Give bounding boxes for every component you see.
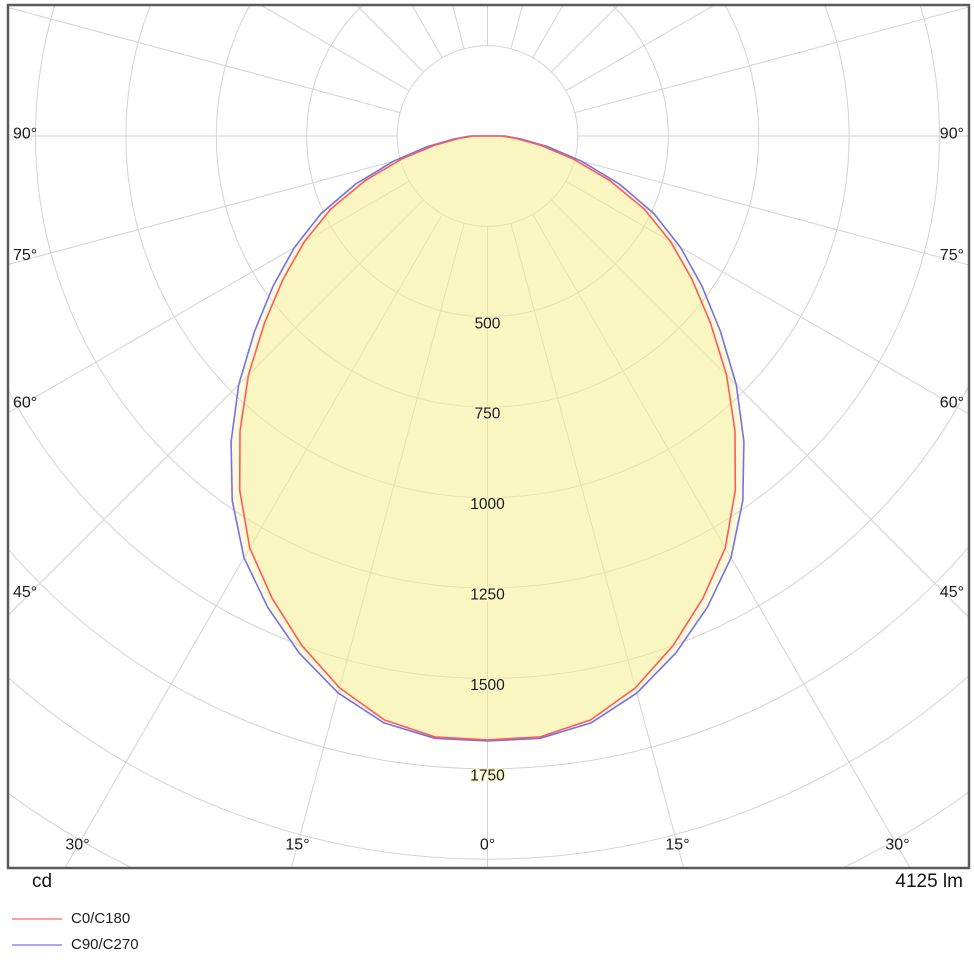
ring-value-label: 1750 bbox=[470, 767, 505, 784]
ring-value-label: 1000 bbox=[470, 496, 505, 513]
angle-label-bottom: 30° bbox=[885, 837, 909, 854]
angle-labels: 90° 90° 75° 75° 60° 60° 45° 45° 30° 15° 0° 15° 30° bbox=[13, 126, 964, 854]
angle-label-bottom: 15° bbox=[665, 837, 689, 854]
angle-label-75: 75° bbox=[13, 247, 37, 264]
angle-label-90: 90° bbox=[940, 126, 964, 143]
angle-label-bottom: 0° bbox=[480, 837, 495, 854]
angle-label-60: 60° bbox=[13, 395, 37, 412]
angle-label-bottom: 15° bbox=[285, 837, 309, 854]
legend-label-c0: C0/C180 bbox=[71, 910, 131, 927]
c0-c180-line-swatch bbox=[12, 917, 62, 920]
curve-c90-c270 bbox=[230, 135, 745, 742]
legend-label-c90: C90/C270 bbox=[71, 936, 139, 953]
ring-value-label: 1500 bbox=[470, 677, 505, 694]
angle-label-45: 45° bbox=[940, 584, 964, 601]
c90-c270-line-swatch bbox=[12, 943, 62, 946]
angle-label-90: 90° bbox=[13, 126, 37, 143]
angle-label-45: 45° bbox=[13, 584, 37, 601]
angle-label-60: 60° bbox=[940, 395, 964, 412]
curve-c0-c180 bbox=[238, 135, 737, 741]
unit-label: cd bbox=[32, 871, 53, 892]
intensity-curves bbox=[230, 135, 745, 742]
unit-row: cd 4125 lm bbox=[0, 871, 974, 893]
ring-value-label: 750 bbox=[475, 406, 501, 423]
ring-value-label: 500 bbox=[475, 315, 501, 332]
ring-value-label: 1250 bbox=[470, 587, 505, 604]
legend-item-c90: C90/C270 bbox=[12, 936, 139, 953]
legend: C0/C180 C90/C270 bbox=[12, 910, 139, 953]
flux-label: 4125 lm bbox=[895, 871, 963, 892]
angle-label-bottom: 30° bbox=[65, 837, 89, 854]
radial-value-labels: 500 750 1000 1250 1500 1750 bbox=[469, 314, 507, 786]
legend-item-c0: C0/C180 bbox=[12, 910, 139, 927]
angle-label-75: 75° bbox=[940, 247, 964, 264]
plot-border bbox=[6, 3, 971, 870]
